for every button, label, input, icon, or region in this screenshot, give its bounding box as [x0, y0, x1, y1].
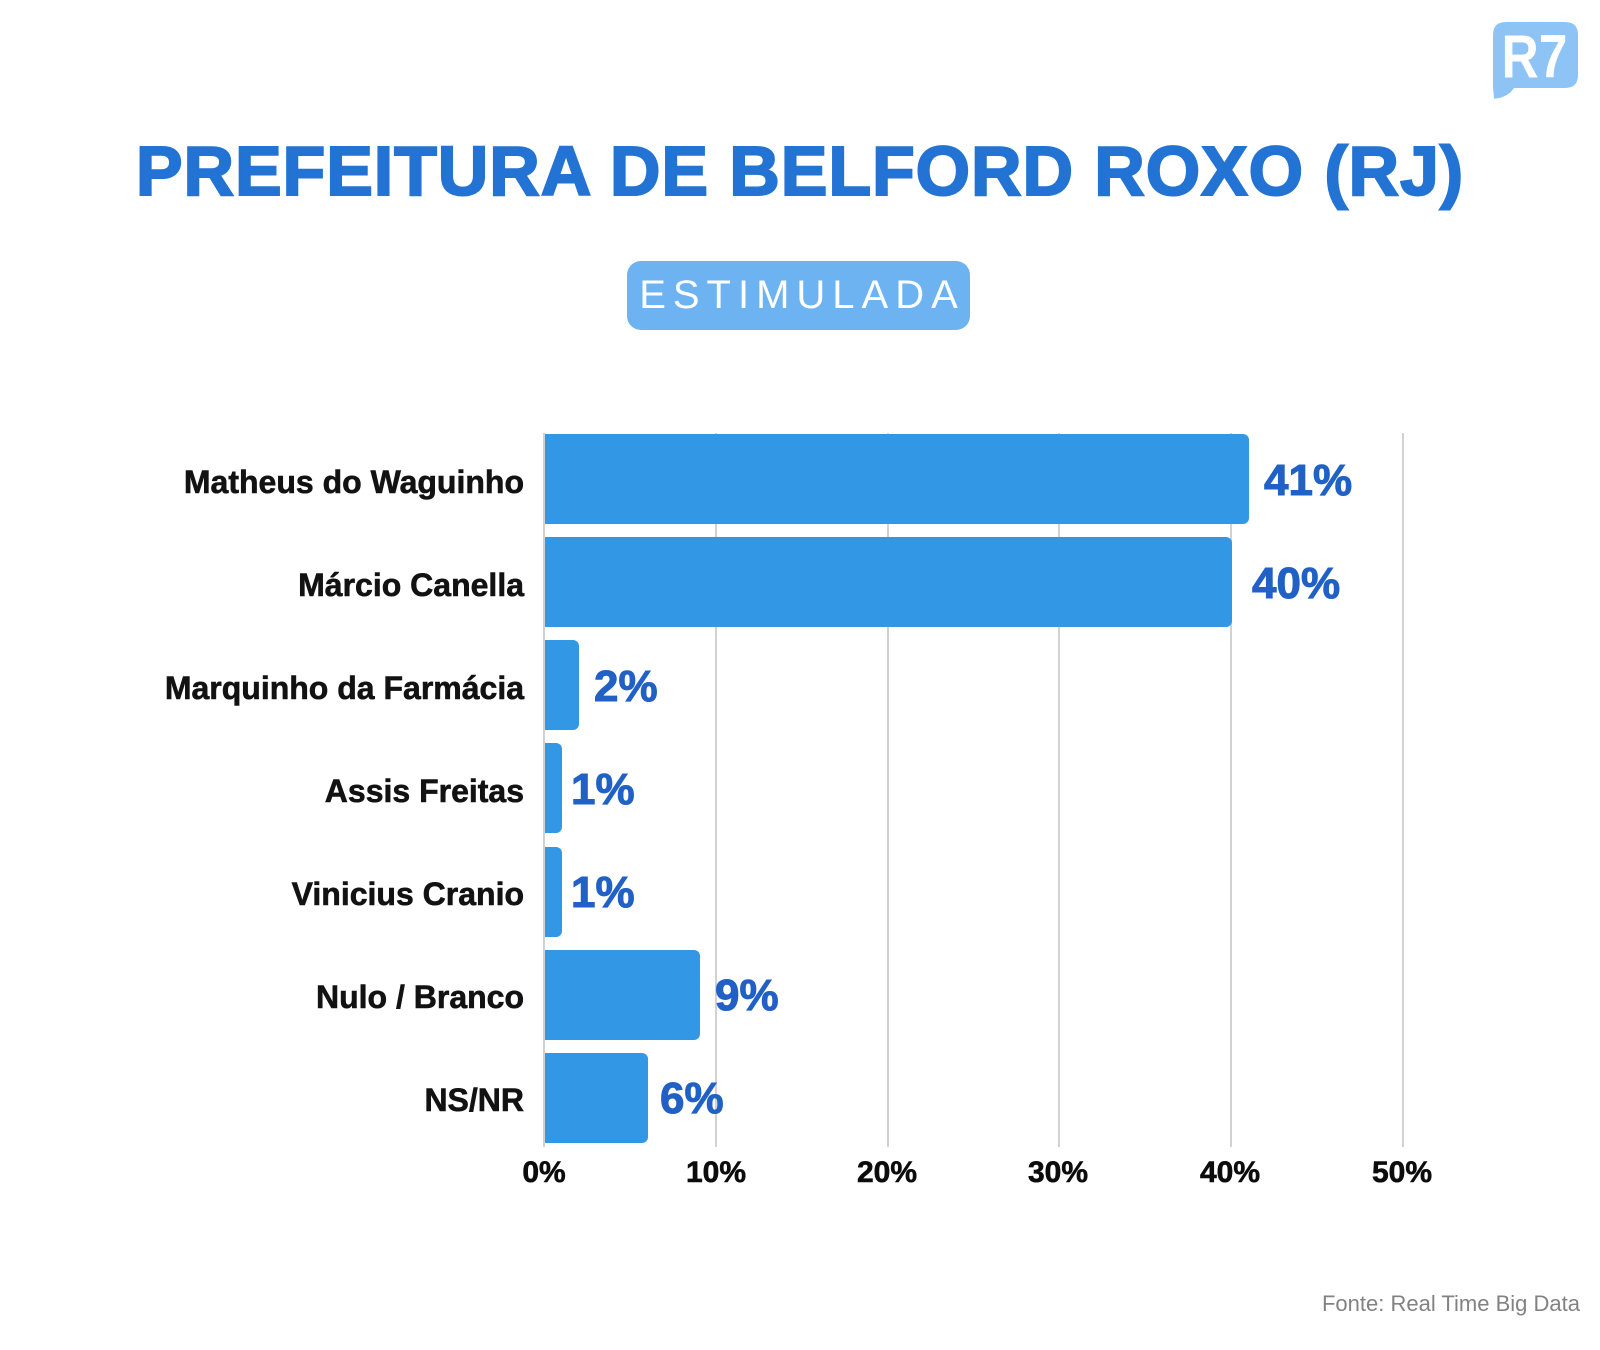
- svg-text:R7: R7: [1502, 23, 1568, 91]
